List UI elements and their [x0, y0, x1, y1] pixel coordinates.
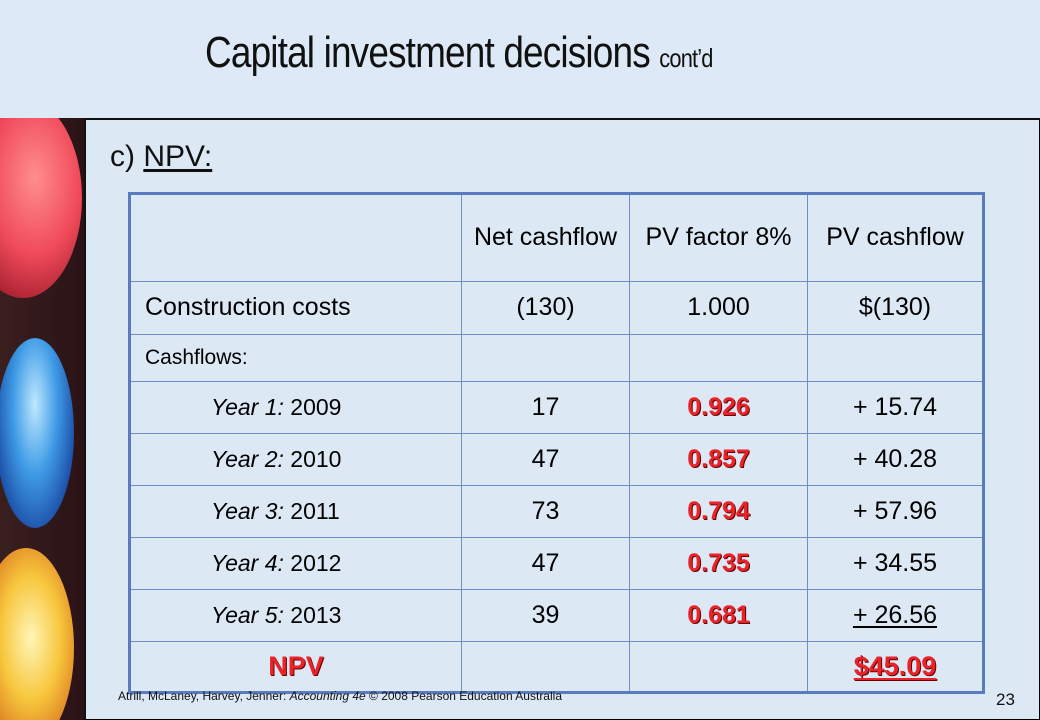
pv-cashflow-cell: + 34.55: [807, 537, 984, 590]
construction-net: (130): [461, 281, 630, 335]
year-label: Year 1:: [211, 393, 284, 420]
table-row: Year 3: 2011 73 0.794 + 57.96: [129, 485, 984, 538]
blue-drop-decoration: [0, 338, 74, 528]
pv-factor-cell: 0.681: [629, 589, 808, 642]
header-pv-factor: PV factor 8%: [629, 193, 808, 282]
cashflows-label-row: Cashflows:: [129, 334, 984, 382]
cashflows-label: Cashflows:: [129, 334, 462, 382]
pv-factor-value: 0.857: [687, 444, 750, 473]
title-bar: Capital investment decisions cont’d: [0, 0, 1040, 120]
table-row: Year 1: 2009 17 0.926 + 15.74: [129, 381, 984, 434]
table-header-row: Net cashflow PV factor 8% PV cashflow: [129, 193, 984, 282]
subhead-prefix: c): [110, 140, 135, 173]
section-subheading: c) NPV:: [110, 140, 212, 174]
slide-title: Capital investment decisions cont’d: [205, 28, 713, 78]
pv-cashflow-cell: + 15.74: [807, 381, 984, 434]
footer-book-title: Accounting 4e: [289, 689, 366, 703]
year-label-cell: Year 3: 2011: [129, 485, 462, 538]
pv-cashflow-cell: + 40.28: [807, 433, 984, 486]
header-empty-cell: [129, 193, 462, 282]
npv-value: $45.09: [853, 650, 937, 681]
net-cashflow-cell: 47: [461, 537, 630, 590]
npv-label: NPV: [268, 650, 324, 681]
net-cashflow-cell: 73: [461, 485, 630, 538]
subhead-label: NPV:: [143, 140, 213, 173]
decorative-side-panel: [0, 118, 86, 720]
empty-cell: [629, 641, 808, 693]
pv-factor-value: 0.926: [687, 392, 750, 421]
year-label-cell: Year 1: 2009: [129, 381, 462, 434]
table-row: Year 5: 2013 39 0.681 + 26.56: [129, 589, 984, 642]
construction-row: Construction costs (130) 1.000 $(130): [129, 281, 984, 335]
pv-factor-cell: 0.735: [629, 537, 808, 590]
empty-cell: [461, 334, 630, 382]
year-label: Year 4:: [211, 549, 284, 576]
npv-label-cell: NPV: [129, 641, 462, 693]
footer-credit: Atrill, McLaney, Harvey, Jenner: Account…: [118, 689, 562, 703]
pv-cashflow-cell: + 57.96: [807, 485, 984, 538]
year-label: Year 5:: [211, 601, 284, 628]
header-net-cashflow: Net cashflow: [461, 193, 630, 282]
page-number: 23: [996, 690, 1015, 709]
pv-factor-cell: 0.857: [629, 433, 808, 486]
construction-factor: 1.000: [629, 281, 808, 335]
empty-cell: [629, 334, 808, 382]
year-label: Year 2:: [211, 445, 284, 472]
year-value: 2009: [290, 393, 342, 420]
red-drop-decoration: [0, 118, 82, 298]
pv-cashflow-value: + 26.56: [852, 600, 938, 629]
footer-authors: Atrill, McLaney, Harvey, Jenner:: [118, 689, 290, 703]
net-cashflow-cell: 39: [461, 589, 630, 642]
table-row: Year 4: 2012 47 0.735 + 34.55: [129, 537, 984, 590]
pv-factor-value: 0.681: [687, 600, 750, 629]
header-pv-cashflow: PV cashflow: [807, 193, 984, 282]
construction-pv: $(130): [807, 281, 984, 335]
net-cashflow-cell: 47: [461, 433, 630, 486]
pv-cashflow-cell: + 26.56: [807, 589, 984, 642]
npv-table: Net cashflow PV factor 8% PV cashflow Co…: [128, 192, 985, 694]
empty-cell: [461, 641, 630, 693]
npv-total-row: NPV $45.09: [129, 641, 984, 693]
year-label-cell: Year 5: 2013: [129, 589, 462, 642]
year-value: 2012: [290, 549, 342, 576]
pv-factor-cell: 0.794: [629, 485, 808, 538]
table-row: Year 2: 2010 47 0.857 + 40.28: [129, 433, 984, 486]
year-label-cell: Year 2: 2010: [129, 433, 462, 486]
year-label: Year 3:: [211, 497, 284, 524]
empty-cell: [807, 334, 984, 382]
net-cashflow-cell: 17: [461, 381, 630, 434]
footer-copyright: © 2008 Pearson Education Australia: [365, 689, 562, 703]
pv-factor-value: 0.794: [687, 496, 750, 525]
year-value: 2010: [290, 445, 342, 472]
npv-value-cell: $45.09: [807, 641, 984, 693]
pv-factor-cell: 0.926: [629, 381, 808, 434]
year-label-cell: Year 4: 2012: [129, 537, 462, 590]
gold-drop-decoration: [0, 548, 74, 720]
slide-title-suffix: cont’d: [659, 43, 713, 73]
pv-factor-value: 0.735: [687, 548, 750, 577]
construction-label: Construction costs: [129, 281, 462, 335]
slide-title-text: Capital investment decisions: [205, 28, 651, 77]
year-value: 2011: [290, 497, 340, 524]
year-value: 2013: [290, 601, 342, 628]
